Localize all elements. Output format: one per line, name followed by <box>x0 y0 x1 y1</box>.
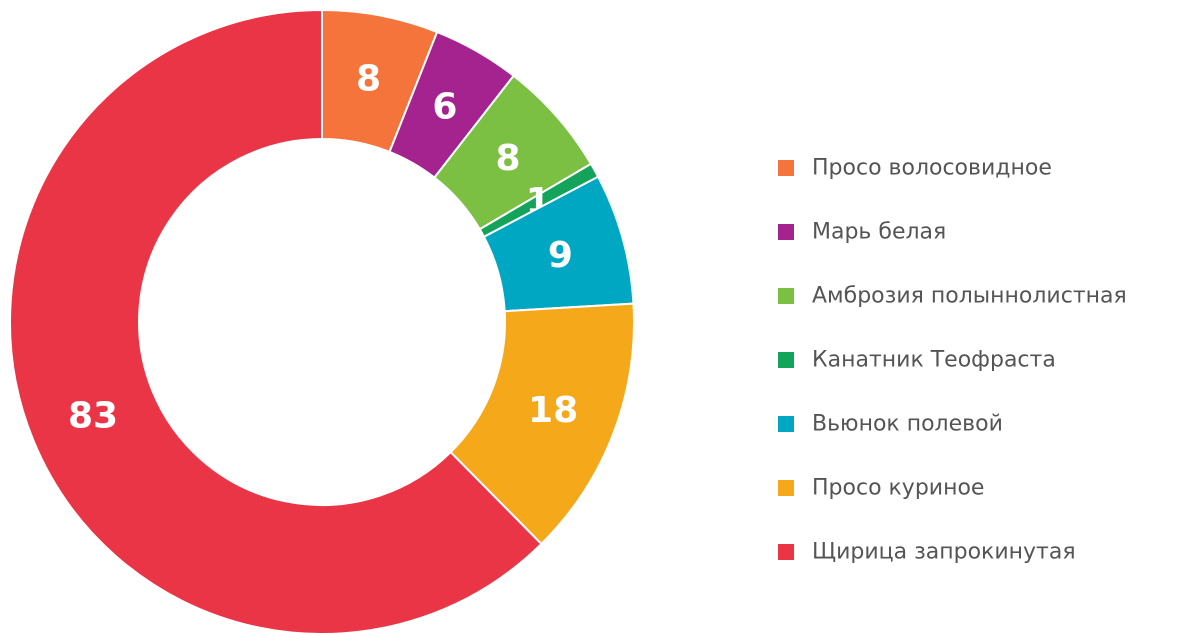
legend-swatch <box>778 544 794 560</box>
slice <box>9 8 543 633</box>
legend-swatch <box>778 160 794 176</box>
legend-label: Амброзия полыннолистная <box>812 284 1127 309</box>
data-label: 18 <box>528 390 578 431</box>
slice <box>449 302 635 546</box>
legend-swatch <box>778 416 794 432</box>
data-label: 8 <box>356 58 381 99</box>
data-label: 6 <box>432 87 457 128</box>
legend-label: Просо куриное <box>812 476 984 501</box>
legend-label: Канатник Теофраста <box>812 348 1056 373</box>
data-label: 9 <box>548 235 573 276</box>
data-label: 83 <box>68 396 118 437</box>
data-label: 8 <box>495 138 520 179</box>
legend-label: Щирица запрокинутая <box>812 540 1076 565</box>
legend-label: Вьюнок полевой <box>812 412 1003 437</box>
legend-swatch <box>778 224 794 240</box>
legend-swatch <box>778 288 794 304</box>
legend-swatch <box>778 480 794 496</box>
legend-label: Марь белая <box>812 220 946 245</box>
legend-label: Просо волосовидное <box>812 156 1052 181</box>
legend-swatch <box>778 352 794 368</box>
